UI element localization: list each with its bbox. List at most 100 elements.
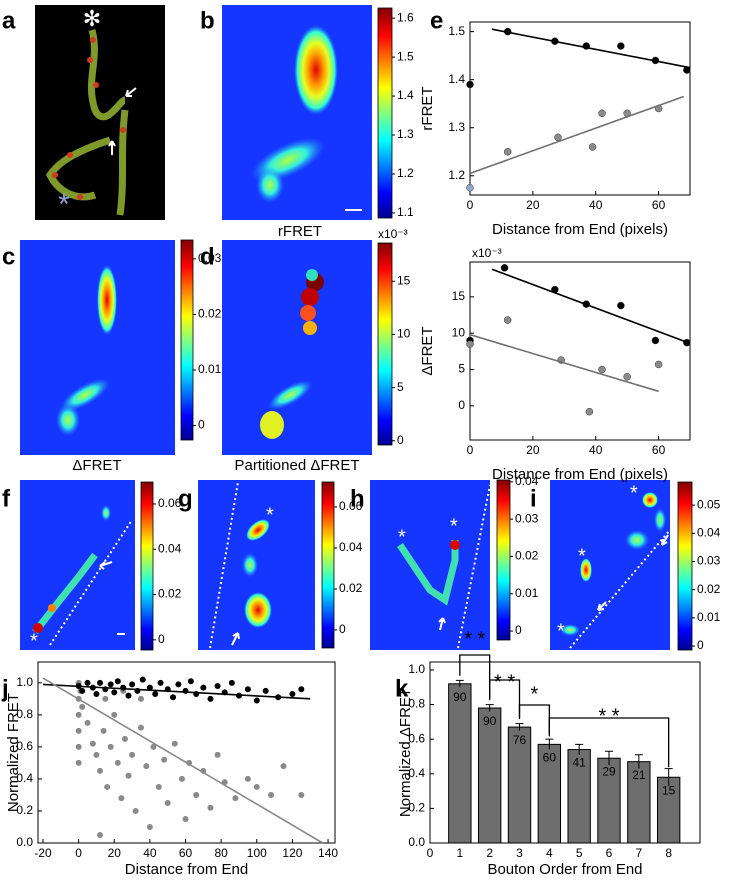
bar-count: 29 (602, 764, 616, 778)
bar-count: 41 (572, 756, 586, 770)
point (164, 799, 171, 806)
point (84, 679, 91, 686)
x-axis-label: Distance from End (pixels) (492, 466, 668, 483)
point (75, 711, 82, 718)
point (623, 373, 631, 381)
y-tick-label: 0.2 (408, 801, 425, 815)
x-axis-label: Bouton Order from End (487, 861, 642, 878)
x-tick-label: 5 (576, 846, 583, 860)
colorbar-tick-label: 0.02 (198, 307, 222, 321)
point (157, 679, 164, 686)
svg-text:✻: ✻ (83, 6, 101, 31)
point (262, 687, 269, 694)
point (466, 80, 474, 89)
y-tick-label: 0.4 (408, 766, 425, 780)
point (155, 783, 162, 790)
point (161, 756, 168, 763)
y-tick-label: 10 (452, 325, 466, 339)
plot-frame (429, 661, 701, 844)
point (100, 727, 107, 734)
colorbar-tick-label: 0.06 (158, 496, 182, 510)
significance-bracket (548, 717, 670, 768)
fit-line (491, 268, 691, 345)
error-bar (664, 768, 673, 786)
point (132, 807, 139, 814)
point (598, 109, 606, 118)
colorbar-tick-label: 0.05 (697, 497, 721, 511)
colorbar-tick-label: 0.01 (198, 362, 222, 376)
point (114, 678, 121, 685)
significance-bracket (459, 654, 491, 699)
y-tick-label: 0.4 (16, 771, 33, 785)
point (200, 684, 207, 691)
colorbar (677, 481, 693, 651)
point (121, 735, 128, 742)
y-axis-label: rFRET (419, 86, 436, 130)
colorbar (140, 481, 154, 651)
point (554, 133, 562, 142)
point (244, 775, 251, 782)
error-bar (575, 743, 584, 755)
point (244, 686, 251, 693)
plot-frame (37, 661, 336, 844)
panel-label: f (2, 485, 11, 512)
point (137, 724, 144, 731)
image-caption: rFRET (278, 223, 322, 240)
point (617, 42, 625, 50)
image-caption: ΔFRET (72, 457, 121, 474)
image-h: * * (370, 480, 491, 650)
colorbar-tick-label: 0.01 (515, 586, 539, 600)
point (289, 691, 296, 698)
x-tick-label: 80 (214, 846, 228, 860)
x-tick-label: 3 (516, 846, 523, 860)
fit-line (469, 95, 684, 175)
colorbar-tick-label: 15 (397, 273, 411, 287)
bar-count: 90 (453, 690, 467, 704)
x-tick-label: 40 (589, 198, 603, 212)
svg-text:*: * (398, 526, 406, 548)
colorbar-tick-label: 0.03 (697, 554, 721, 568)
y-tick-label: 1.4 (448, 72, 465, 86)
point (84, 719, 91, 726)
point (93, 691, 100, 698)
y-tick-label: 0 (458, 398, 465, 412)
error-bar (515, 723, 524, 731)
colorbar-tick-label: 0.02 (515, 549, 539, 563)
point (466, 184, 474, 192)
point (500, 264, 509, 272)
y-axis-label: Normalized ΔFRET (397, 688, 414, 817)
point (228, 679, 235, 686)
colorbar (377, 7, 393, 219)
point (187, 678, 194, 685)
x-tick-label: 40 (143, 846, 157, 860)
colorbar-tick-label: 0.01 (697, 610, 721, 624)
point (654, 360, 663, 369)
significance-label: * * (464, 628, 485, 650)
x-tick-label: 60 (652, 198, 666, 212)
point (207, 804, 214, 811)
plot-frame (469, 261, 691, 441)
fit-line (469, 333, 659, 393)
panel-label: k (395, 675, 409, 702)
x-tick-label: 4 (546, 846, 553, 860)
image-c (20, 240, 175, 455)
point (97, 767, 104, 774)
x-tick-label: 100 (247, 846, 267, 860)
image-i: * * * (550, 480, 671, 650)
point (104, 783, 111, 790)
bar-count: 21 (632, 768, 646, 782)
point (598, 365, 606, 374)
colorbar-tick-label: 1.3 (397, 127, 414, 141)
colorbar (321, 481, 335, 649)
y-tick-label: 15 (452, 289, 466, 303)
error-bar (634, 754, 643, 769)
colorbar-tick-label: 0 (515, 623, 522, 637)
x-tick-label: 0 (427, 846, 434, 860)
svg-text:*: * (630, 482, 638, 504)
point (175, 681, 182, 688)
point (503, 316, 512, 324)
point (617, 301, 625, 310)
panel-label: d (200, 243, 215, 270)
svg-text:*: * (58, 188, 70, 221)
